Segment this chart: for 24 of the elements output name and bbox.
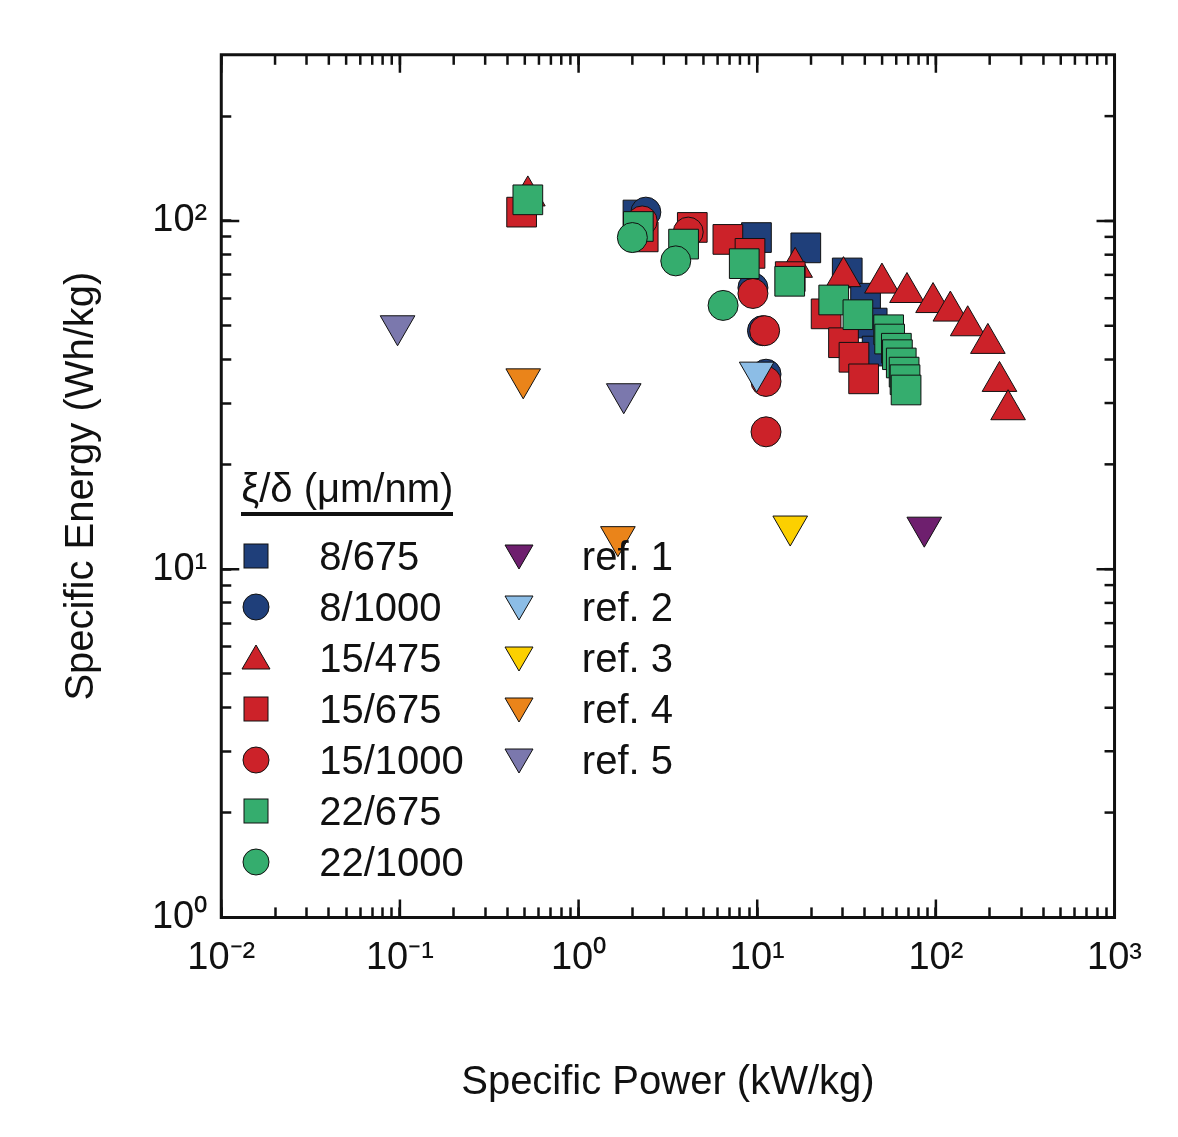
legend-label: 22/675 [319, 788, 442, 833]
x-tick-label: 10¹ [729, 934, 785, 977]
legend-label: 22/1000 [319, 839, 464, 884]
y-tick-label: 10² [152, 197, 208, 240]
legend-label: 15/675 [319, 686, 442, 731]
x-tick-label: 10⁰ [550, 934, 607, 977]
legend-label: 15/1000 [319, 737, 464, 782]
x-tick-label: 10² [908, 934, 964, 977]
legend-label: ref. 4 [581, 686, 674, 731]
legend-label: 8/1000 [319, 584, 442, 629]
x-axis-title: Specific Power (kW/kg) [461, 1058, 875, 1103]
x-tick-label: 10³ [1087, 934, 1142, 977]
legend-label: ref. 5 [581, 737, 674, 782]
legend-label: ref. 1 [581, 533, 674, 578]
x-tick-label: 10⁻¹ [365, 934, 434, 977]
y-axis-title: Specific Energy (Wh/kg) [57, 271, 102, 701]
y-tick-label: 10⁰ [151, 893, 208, 936]
legend-label: 15/475 [319, 635, 442, 680]
legend-title: ξ/δ (μm/nm) [241, 466, 454, 517]
legend-label: ref. 3 [581, 635, 674, 680]
legend-label: 8/675 [319, 533, 420, 578]
x-tick-label: 10⁻² [187, 934, 256, 977]
y-tick-label: 10¹ [152, 545, 208, 588]
legend-label: ref. 2 [581, 584, 674, 629]
